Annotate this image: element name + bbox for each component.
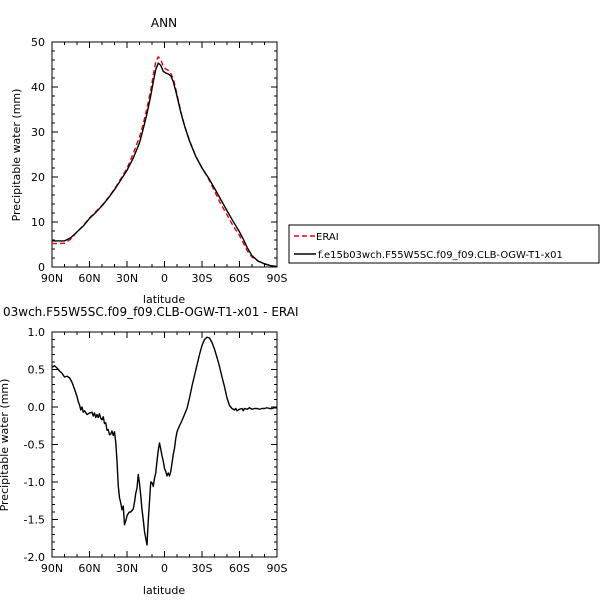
- top-x-tick-label: 90N: [41, 272, 63, 285]
- bottom-y-tick-label: -2.0: [24, 551, 45, 564]
- top-x-tick-label: 60N: [78, 272, 100, 285]
- top-series-line-0: [52, 56, 278, 268]
- top-x-tick-label: 0: [161, 272, 168, 285]
- bottom-x-tick-label: 60N: [78, 562, 100, 575]
- top-plot-title: ANN: [151, 16, 177, 30]
- bottom-x-tick-label: 90N: [41, 562, 63, 575]
- legend-label-erai: ERAI: [316, 232, 339, 243]
- top-y-tick-label: 10: [31, 216, 45, 229]
- bottom-y-tick-label: 1.0: [28, 326, 46, 339]
- legend: ERAI f.e15b03wch.F55W5SC.f09_f09.CLB-OGW…: [288, 224, 600, 264]
- bottom-x-tick-label: 90S: [267, 562, 288, 575]
- legend-label-model: f.e15b03wch.F55W5SC.f09_f09.CLB-OGW-T1-x…: [318, 250, 563, 261]
- bottom-y-tick-label: -1.5: [24, 514, 45, 527]
- bottom-y-axis-title: Precipitable water (mm): [0, 379, 11, 512]
- top-x-tick-label: 60S: [229, 272, 250, 285]
- top-series-lines: [52, 56, 278, 268]
- top-x-axis-title: latitude: [143, 293, 185, 306]
- legend-box: [288, 224, 600, 264]
- bottom-axis-ticks: 90N 60N 30N 0 30S 60S 90S -2.0 -1.5 -1.0 -0.5 0.0 0.…: [24, 326, 288, 575]
- top-x-tick-label: 30N: [116, 272, 138, 285]
- bottom-x-tick-label: 30S: [192, 562, 213, 575]
- top-y-tick-label: 20: [31, 171, 45, 184]
- bottom-x-tick-label: 0: [161, 562, 168, 575]
- top-y-tick-label: 0: [38, 261, 45, 274]
- top-y-axis-title: Precipitable water (mm): [10, 89, 23, 222]
- bottom-x-axis-title: latitude: [143, 584, 185, 597]
- difference-panel: 03wch.F55W5SC.f09_f09.CLB-OGW-T1-x01 - E…: [0, 305, 299, 597]
- bottom-x-tick-label: 60S: [229, 562, 250, 575]
- bottom-series-line-0: [51, 336, 277, 546]
- top-y-tick-label: 40: [31, 81, 45, 94]
- top-series-line-1: [52, 62, 278, 268]
- bottom-plot-frame: [51, 331, 278, 558]
- bottom-series-lines: [51, 336, 277, 546]
- bottom-plot-title: 03wch.F55W5SC.f09_f09.CLB-OGW-T1-x01 - E…: [3, 305, 299, 319]
- top-axis-ticks: 90N 60N 30N 0 30S 60S 90S 0 10 20 30 40 50: [31, 36, 288, 285]
- top-x-tick-label: 30S: [192, 272, 213, 285]
- top-y-tick-label: 30: [31, 126, 45, 139]
- bottom-x-tick-label: 30N: [116, 562, 138, 575]
- bottom-y-tick-label: 0.5: [28, 364, 46, 377]
- top-y-tick-label: 50: [31, 36, 45, 49]
- bottom-y-tick-label: 0.0: [28, 401, 46, 414]
- top-x-tick-label: 90S: [267, 272, 288, 285]
- bottom-y-tick-label: -1.0: [24, 476, 45, 489]
- top-plot-frame: [51, 41, 278, 268]
- mean-precipitable-water-panel: ANN 90N 60N 30N 0 30S 60S 90S 0 10 20 30 40 50 latit…: [10, 16, 288, 306]
- bottom-y-tick-label: -0.5: [24, 439, 45, 452]
